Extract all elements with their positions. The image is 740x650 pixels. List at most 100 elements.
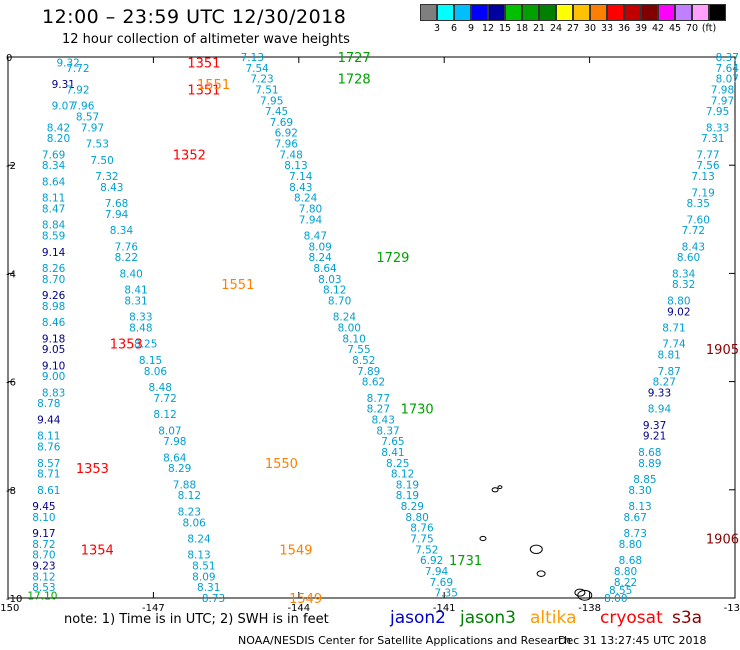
swh-reading: 9.05 [42, 344, 65, 356]
swh-reading: 7.55 [347, 344, 370, 356]
scale-swatch [709, 4, 726, 21]
swh-reading: 8.48 [129, 323, 152, 335]
swh-reading: 8.10 [342, 333, 365, 345]
lon-label: -141 [433, 603, 456, 614]
swh-reading: 8.94 [648, 404, 672, 416]
swh-reading: 9.45 [32, 501, 55, 513]
scale-label: 70 [685, 23, 699, 34]
swh-reading: 8.70 [32, 550, 55, 562]
swh-reading: 7.77 [696, 149, 719, 161]
swh-reading: 8.13 [284, 160, 307, 172]
scale-swatch [437, 4, 454, 21]
swh-reading: 8.89 [638, 458, 661, 470]
island-outline [574, 588, 586, 597]
swh-reading: 7.45 [265, 106, 288, 118]
legend-item-jason2: jason2 [390, 608, 446, 628]
swh-reading: 8.11 [42, 193, 65, 205]
island-outline [491, 487, 499, 493]
swh-reading: 8.43 [100, 182, 123, 194]
scale-swatch [573, 4, 590, 21]
swh-reading: 8.43 [682, 241, 705, 253]
swh-reading: 8.25 [386, 458, 409, 470]
swh-reading: 7.56 [696, 160, 720, 172]
swh-reading: 7.19 [691, 187, 714, 199]
swh-reading: 7.50 [90, 155, 113, 167]
swh-reading: 8.80 [405, 512, 428, 524]
swh-reading: 8.34 [42, 160, 66, 172]
swh-reading: 7.75 [410, 533, 433, 545]
swh-reading: 8.22 [115, 252, 138, 264]
swh-reading: 8.68 [619, 555, 642, 567]
swh-reading: 7.76 [115, 241, 139, 253]
pass-label: 1727 [338, 51, 371, 66]
swh-reading: 7.95 [706, 106, 729, 118]
swh-reading: 8.07 [716, 74, 739, 86]
swh-reading: 8.24 [333, 312, 357, 324]
swh-reading: 8.22 [614, 577, 637, 589]
swh-reading: 8.48 [149, 382, 172, 394]
scale-label: 18 [515, 23, 529, 34]
lon-label: -144 [287, 603, 310, 614]
swh-reading: 7.96 [275, 139, 299, 151]
swh-reading: 8.64 [42, 176, 66, 188]
footer-note: note: 1) Time is in UTC; 2) SWH is in fe… [64, 612, 329, 627]
scale-swatch [488, 4, 505, 21]
swh-reading: 8.33 [129, 312, 152, 324]
scale-label: 15 [498, 23, 512, 34]
swh-reading: 8.41 [381, 447, 404, 459]
pass-label: 1731 [449, 554, 482, 569]
swh-reading: 8.12 [178, 490, 201, 502]
pass-label: 1551 [197, 78, 230, 93]
swh-reading: 8.33 [706, 122, 729, 134]
swh-reading: 7.72 [66, 63, 89, 75]
swh-reading: 7.35 [435, 588, 458, 600]
swh-reading: 8.23 [178, 506, 201, 518]
swh-reading: 7.23 [250, 74, 273, 86]
swh-reading: 8.15 [139, 355, 162, 367]
swh-reading: 9.00 [42, 371, 65, 383]
island-outline [529, 544, 543, 555]
swh-reading: 8.73 [202, 593, 225, 605]
swh-reading: 8.30 [628, 485, 651, 497]
swh-reading: 7.14 [289, 171, 313, 183]
lat-label: -4 [6, 269, 16, 280]
island-outline [497, 485, 503, 489]
swh-reading: 7.69 [270, 117, 293, 129]
swh-reading: 8.00 [604, 593, 627, 605]
swh-reading: 9.14 [42, 247, 66, 259]
swh-reading: 8.41 [124, 285, 147, 297]
swh-reading: 7.88 [173, 479, 196, 491]
swh-reading: 8.12 [32, 571, 55, 583]
swh-reading: 8.19 [396, 490, 419, 502]
scale-label: 27 [566, 23, 580, 34]
scale-swatch [420, 4, 437, 21]
pass-label: 1905 [706, 343, 739, 358]
swh-reading: 8.34 [672, 268, 696, 280]
swh-reading: 8.68 [638, 447, 661, 459]
swh-reading: 8.09 [192, 571, 215, 583]
swh-reading: 7.72 [682, 225, 705, 237]
swh-reading: 8.35 [687, 198, 710, 210]
swh-reading: 9.32 [56, 57, 79, 69]
scale-swatch [675, 4, 692, 21]
swh-reading: 8.78 [37, 398, 60, 410]
swh-reading: 8.11 [37, 431, 60, 443]
swh-reading: 8.57 [76, 112, 99, 124]
scale-label: 3 [433, 23, 441, 34]
swh-reading: 8.42 [47, 122, 70, 134]
wave-height-color-scale [420, 4, 726, 21]
swh-reading: 7.13 [241, 52, 264, 64]
swh-reading: 7.48 [279, 149, 302, 161]
swh-reading: 8.53 [32, 582, 55, 594]
swh-reading: 9.37 [643, 420, 666, 432]
scale-label: 9 [467, 23, 475, 34]
swh-reading: 8.43 [289, 182, 312, 194]
scale-swatch [624, 4, 641, 21]
legend-item-jason3: jason3 [460, 608, 516, 628]
scale-swatch [658, 4, 675, 21]
swh-reading: 8.52 [352, 355, 375, 367]
scale-swatch [556, 4, 573, 21]
scale-swatch [641, 4, 658, 21]
scale-swatch [539, 4, 556, 21]
